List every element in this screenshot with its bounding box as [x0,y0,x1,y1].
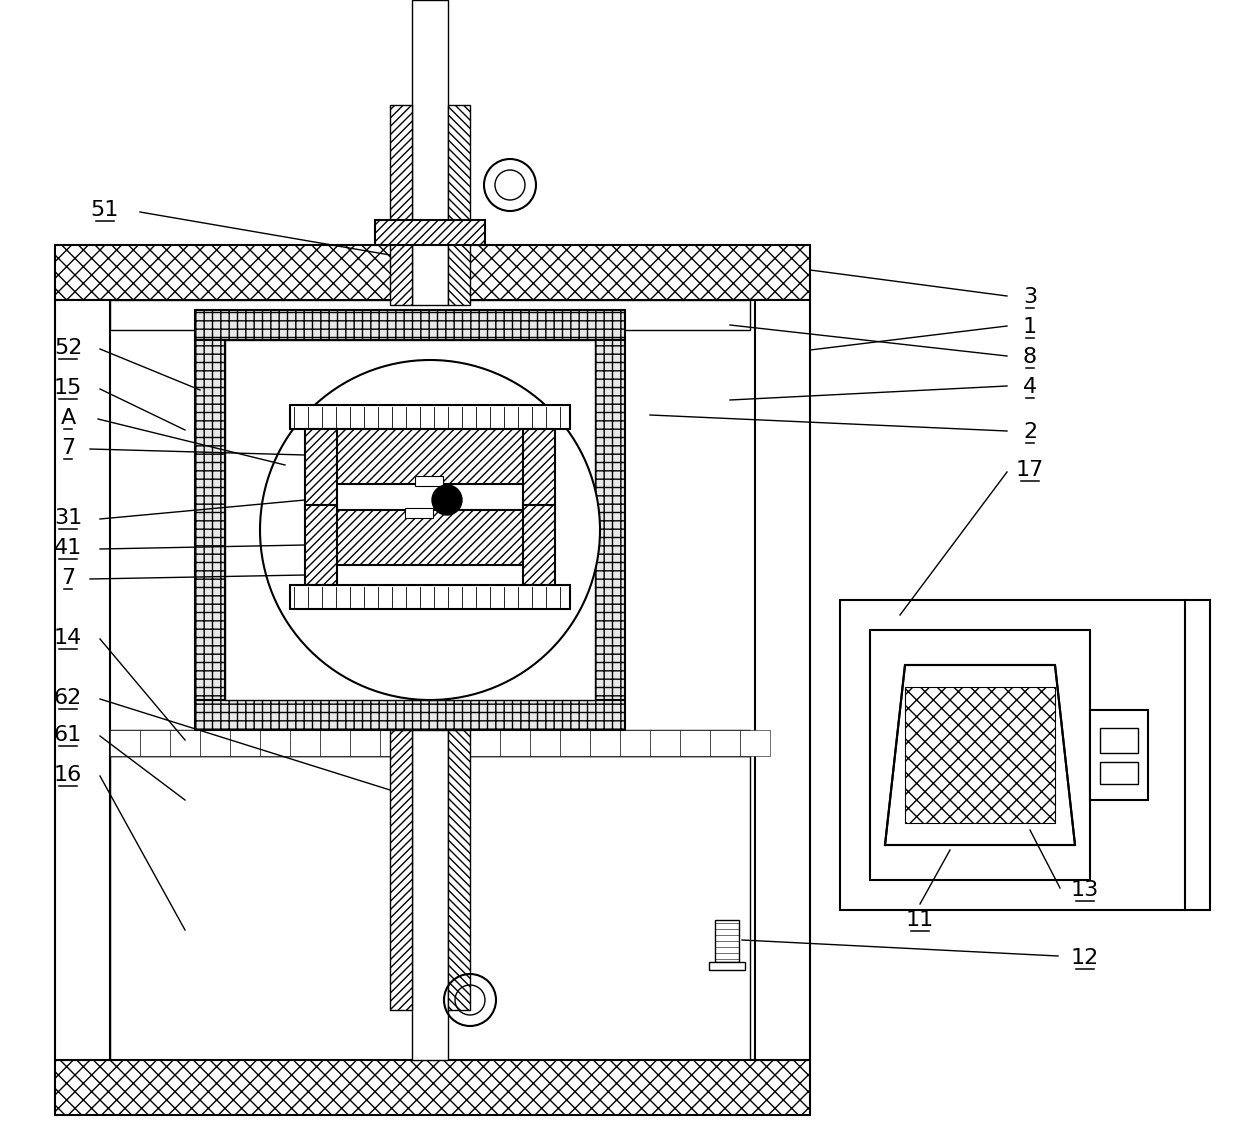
Bar [620,730,650,756]
Bar [195,340,224,700]
Bar [195,700,625,730]
Text: 62: 62 [53,689,82,708]
Bar [709,962,745,970]
Bar [839,600,1185,910]
Bar [55,1060,810,1115]
Bar [140,730,170,756]
Bar [290,730,320,756]
Bar [325,429,534,484]
Bar [110,730,750,756]
Text: 31: 31 [53,508,82,528]
Bar [305,429,337,508]
Bar [529,730,560,756]
Bar [755,300,810,1060]
Bar [391,105,412,306]
Bar [650,730,680,756]
Bar [110,756,750,1060]
Bar [350,730,379,756]
Bar [523,429,556,508]
Bar [391,730,412,1010]
Bar [55,245,810,300]
Bar [500,730,529,756]
Bar [560,730,590,756]
Text: 16: 16 [53,765,82,785]
Text: 8: 8 [1023,347,1037,367]
Text: 3: 3 [1023,287,1037,307]
Text: 52: 52 [53,337,82,358]
Bar [55,300,110,1060]
Bar [412,0,448,306]
Bar [379,730,410,756]
Bar [415,477,443,486]
Bar [595,340,625,700]
Bar [260,730,290,756]
Bar [590,730,620,756]
Text: 15: 15 [53,378,82,398]
Text: 13: 13 [1071,880,1099,899]
Bar [325,510,534,565]
Bar [405,508,433,518]
Bar [740,730,770,756]
Bar [412,730,448,1060]
Bar [870,630,1090,880]
Text: 17: 17 [1016,461,1044,480]
Text: 14: 14 [53,628,82,648]
Bar [290,405,570,429]
Polygon shape [885,665,1075,845]
Text: 11: 11 [906,910,934,930]
Bar [290,585,570,609]
Bar [410,730,440,756]
Bar [1100,728,1138,754]
Text: A: A [61,408,76,428]
Bar [110,730,140,756]
Bar [110,300,750,329]
Bar [320,730,350,756]
Bar [374,220,485,245]
Text: 2: 2 [1023,422,1037,442]
Bar [1100,762,1138,784]
Bar [523,505,556,585]
Text: 61: 61 [53,725,82,746]
Circle shape [432,484,463,515]
Circle shape [260,360,600,700]
Bar [711,730,740,756]
Text: 1: 1 [1023,317,1037,337]
Text: 41: 41 [53,538,82,557]
Text: 7: 7 [61,438,76,458]
Text: 12: 12 [1071,948,1099,968]
Bar [440,730,470,756]
Text: 4: 4 [1023,377,1037,397]
Bar [229,730,260,756]
Bar [680,730,711,756]
Bar [170,730,200,756]
Bar [224,340,595,700]
Text: 7: 7 [61,568,76,588]
Bar [470,730,500,756]
Bar [1090,710,1148,800]
Bar [200,730,229,756]
Bar [715,920,739,962]
Bar [195,310,625,340]
Bar [905,687,1055,823]
Text: 51: 51 [91,200,119,220]
Bar [305,505,337,585]
Bar [448,730,470,1010]
Bar [448,105,470,306]
